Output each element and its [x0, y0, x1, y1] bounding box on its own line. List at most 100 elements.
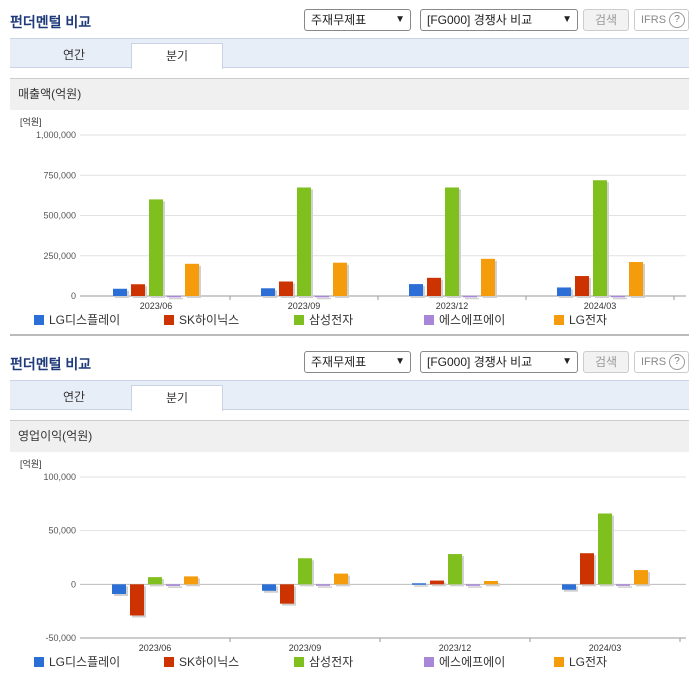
- y-tick-label: -50,000: [45, 633, 76, 643]
- legend-item[interactable]: 삼성전자: [294, 654, 353, 670]
- help-icon[interactable]: ?: [669, 354, 685, 370]
- legend-item[interactable]: 에스에프에이: [424, 312, 505, 328]
- ifrs-button[interactable]: IFRS?: [634, 351, 689, 373]
- bar-3-0: [557, 287, 571, 296]
- panel-operating-profit: 펀더멘털 비교 주재무제표 ▼ [FG000] 경쟁사 비교 ▼ 검색 IFRS? …: [0, 342, 696, 684]
- bar-2-0: [409, 284, 423, 296]
- chart-legend: LG디스플레이 SK하이닉스 삼성전자 에스에프에이 LG전자: [0, 654, 696, 672]
- x-tick-label: 2023/12: [436, 301, 469, 310]
- bar-1-0: [261, 288, 275, 296]
- panel-title: 펀더멘털 비교: [10, 14, 92, 30]
- legend-label: 에스에프에이: [439, 313, 506, 327]
- bar-2-4: [481, 258, 495, 296]
- unit-label: [억원]: [20, 458, 42, 469]
- period-tabs: 연간 분기: [10, 380, 689, 411]
- legend-item[interactable]: LG디스플레이: [34, 312, 120, 328]
- x-tick-label: 2023/06: [140, 301, 173, 310]
- legend-swatch: [554, 315, 564, 325]
- bar-1-0: [262, 584, 276, 591]
- bar-3-0: [562, 584, 576, 590]
- statement-select-value: 주재무제표: [311, 13, 367, 27]
- bar-0-4: [185, 263, 199, 296]
- bar-2-2: [448, 554, 462, 585]
- chevron-down-icon: ▼: [562, 14, 572, 25]
- bar-3-3: [611, 295, 625, 298]
- bar-0-0: [113, 288, 127, 296]
- legend-label: SK하이닉스: [179, 313, 240, 327]
- tab-annual[interactable]: 연간: [62, 390, 86, 404]
- comparison-select[interactable]: [FG000] 경쟁사 비교 ▼: [420, 351, 578, 373]
- tab-quarterly[interactable]: 분기: [131, 43, 223, 69]
- bar-1-2: [298, 558, 312, 585]
- x-tick-label: 2023/09: [289, 643, 322, 652]
- legend-item[interactable]: SK하이닉스: [164, 654, 239, 670]
- chart-legend: LG디스플레이 SK하이닉스 삼성전자 에스에프에이 LG전자: [0, 312, 696, 330]
- legend-item[interactable]: 삼성전자: [294, 312, 353, 328]
- tab-quarterly[interactable]: 분기: [131, 385, 223, 411]
- revenue-chart: [억원] 0 250,000 500,000 750,000 1,000,000 2023/…: [20, 116, 686, 310]
- legend-label: LG전자: [569, 655, 608, 669]
- y-tick-label: 1,000,000: [36, 130, 76, 140]
- statement-select[interactable]: 주재무제표 ▼: [304, 9, 411, 31]
- legend-item[interactable]: LG전자: [554, 654, 607, 670]
- bar-3-4: [634, 570, 648, 585]
- legend-item[interactable]: LG디스플레이: [34, 654, 120, 670]
- bar-0-4: [184, 576, 198, 585]
- bar-shadow: [317, 297, 331, 300]
- bar-2-4: [484, 581, 498, 585]
- legend-swatch: [424, 657, 434, 667]
- bar-3-1: [580, 553, 594, 585]
- y-tick-label: 0: [71, 579, 76, 589]
- x-tick-label: 2023/09: [288, 301, 321, 310]
- bar-1-3: [316, 584, 330, 586]
- bar-1-2: [297, 187, 311, 296]
- x-tick-label: 2024/03: [584, 301, 617, 310]
- x-tick-label: 2023/06: [139, 643, 172, 652]
- bar-2-3: [466, 584, 480, 586]
- ifrs-label: IFRS: [641, 356, 667, 368]
- bar-2-0: [412, 583, 426, 585]
- tab-annual[interactable]: 연간: [62, 48, 86, 62]
- search-button[interactable]: 검색: [583, 9, 629, 31]
- section-header: 매출액(억원): [10, 78, 689, 110]
- y-tick-label: 50,000: [48, 526, 76, 536]
- legend-item[interactable]: SK하이닉스: [164, 312, 239, 328]
- ifrs-button[interactable]: IFRS?: [634, 9, 689, 31]
- ifrs-label: IFRS: [641, 14, 667, 26]
- legend-label: 에스에프에이: [439, 655, 506, 669]
- section-header: 영업이익(억원): [10, 420, 689, 452]
- legend-swatch: [34, 315, 44, 325]
- bar-0-2: [149, 199, 163, 296]
- panel-title: 펀더멘털 비교: [10, 356, 92, 372]
- bar-0-2: [148, 577, 162, 585]
- statement-select[interactable]: 주재무제표 ▼: [304, 351, 411, 373]
- y-tick-label: 750,000: [43, 170, 76, 180]
- bar-shadow: [618, 586, 632, 588]
- y-tick-label: 500,000: [43, 211, 76, 221]
- x-tick-label: 2024/03: [589, 643, 622, 652]
- period-tabs: 연간 분기: [10, 38, 689, 69]
- legend-swatch: [554, 657, 564, 667]
- bar-2-3: [463, 295, 477, 298]
- legend-swatch: [164, 315, 174, 325]
- search-button[interactable]: 검색: [583, 351, 629, 373]
- legend-item[interactable]: LG전자: [554, 312, 607, 328]
- comparison-select-value: [FG000] 경쟁사 비교: [427, 13, 533, 27]
- legend-label: 삼성전자: [309, 655, 354, 669]
- x-tick-label: 2023/12: [439, 643, 472, 652]
- bar-3-3: [616, 584, 630, 586]
- bar-2-1: [427, 277, 441, 296]
- y-tick-label: 250,000: [43, 251, 76, 261]
- legend-label: LG디스플레이: [49, 313, 121, 327]
- bar-0-3: [166, 584, 180, 586]
- bar-shadow: [169, 297, 183, 300]
- bar-1-3: [315, 295, 329, 298]
- bar-0-3: [167, 295, 181, 298]
- comparison-select[interactable]: [FG000] 경쟁사 비교 ▼: [420, 9, 578, 31]
- legend-label: SK하이닉스: [179, 655, 240, 669]
- bar-3-2: [598, 513, 612, 585]
- legend-item[interactable]: 에스에프에이: [424, 654, 505, 670]
- help-icon[interactable]: ?: [669, 12, 685, 28]
- bar-0-1: [130, 584, 144, 616]
- legend-label: LG전자: [569, 313, 608, 327]
